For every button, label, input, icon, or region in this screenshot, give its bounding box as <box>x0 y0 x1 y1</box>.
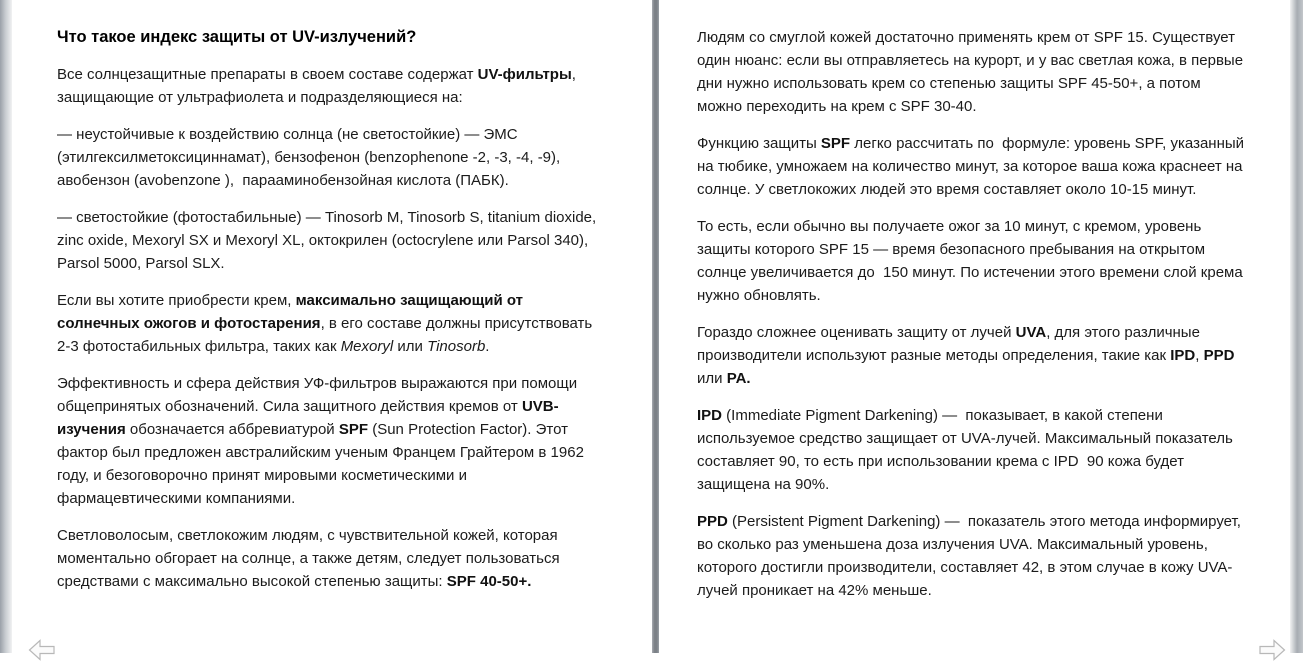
paragraph: Людям со смуглой кожей достаточно примен… <box>697 29 1248 115</box>
paragraph: — неустойчивые к воздействию солнца (не … <box>57 126 565 189</box>
paragraph: Если вы хотите приобрести крем, максимал… <box>57 292 597 355</box>
paragraph: IPD (Immediate Pigment Darkening) — пока… <box>697 407 1237 493</box>
paragraph: То есть, если обычно вы получаете ожог з… <box>697 218 1247 304</box>
paragraph: Все солнцезащитные препараты в своем сос… <box>57 66 581 106</box>
page-stack-left-edge <box>0 0 12 653</box>
paragraph: PPD (Persistent Pigment Darkening) — пок… <box>697 513 1246 599</box>
paragraph: — светостойкие (фотостабильные) — Tinoso… <box>57 209 601 272</box>
next-page-button[interactable] <box>1258 638 1286 662</box>
paragraph: Эффективность и сфера действия УФ-фильтр… <box>57 375 589 507</box>
page-turn-left-icon <box>28 638 56 662</box>
page-gutter-divider <box>652 0 659 653</box>
left-page: Что такое индекс защиты от UV-излучений?… <box>12 0 652 661</box>
paragraph: Гораздо сложнее оценивать защиту от луче… <box>697 324 1239 387</box>
right-page: Людям со смуглой кожей достаточно примен… <box>659 0 1290 661</box>
left-page-body: Все солнцезащитные препараты в своем сос… <box>57 63 602 593</box>
right-page-body: Людям со смуглой кожей достаточно примен… <box>697 26 1245 602</box>
page-title: Что такое индекс защиты от UV-излучений? <box>57 28 417 46</box>
page-turn-right-icon <box>1258 638 1286 662</box>
paragraph: Светловолосым, светлокожим людям, с чувс… <box>57 527 564 590</box>
paragraph: Функцию защиты SPF легко рассчитать по ф… <box>697 135 1249 198</box>
previous-page-button[interactable] <box>28 638 56 662</box>
page-stack-right-edge <box>1290 0 1303 653</box>
